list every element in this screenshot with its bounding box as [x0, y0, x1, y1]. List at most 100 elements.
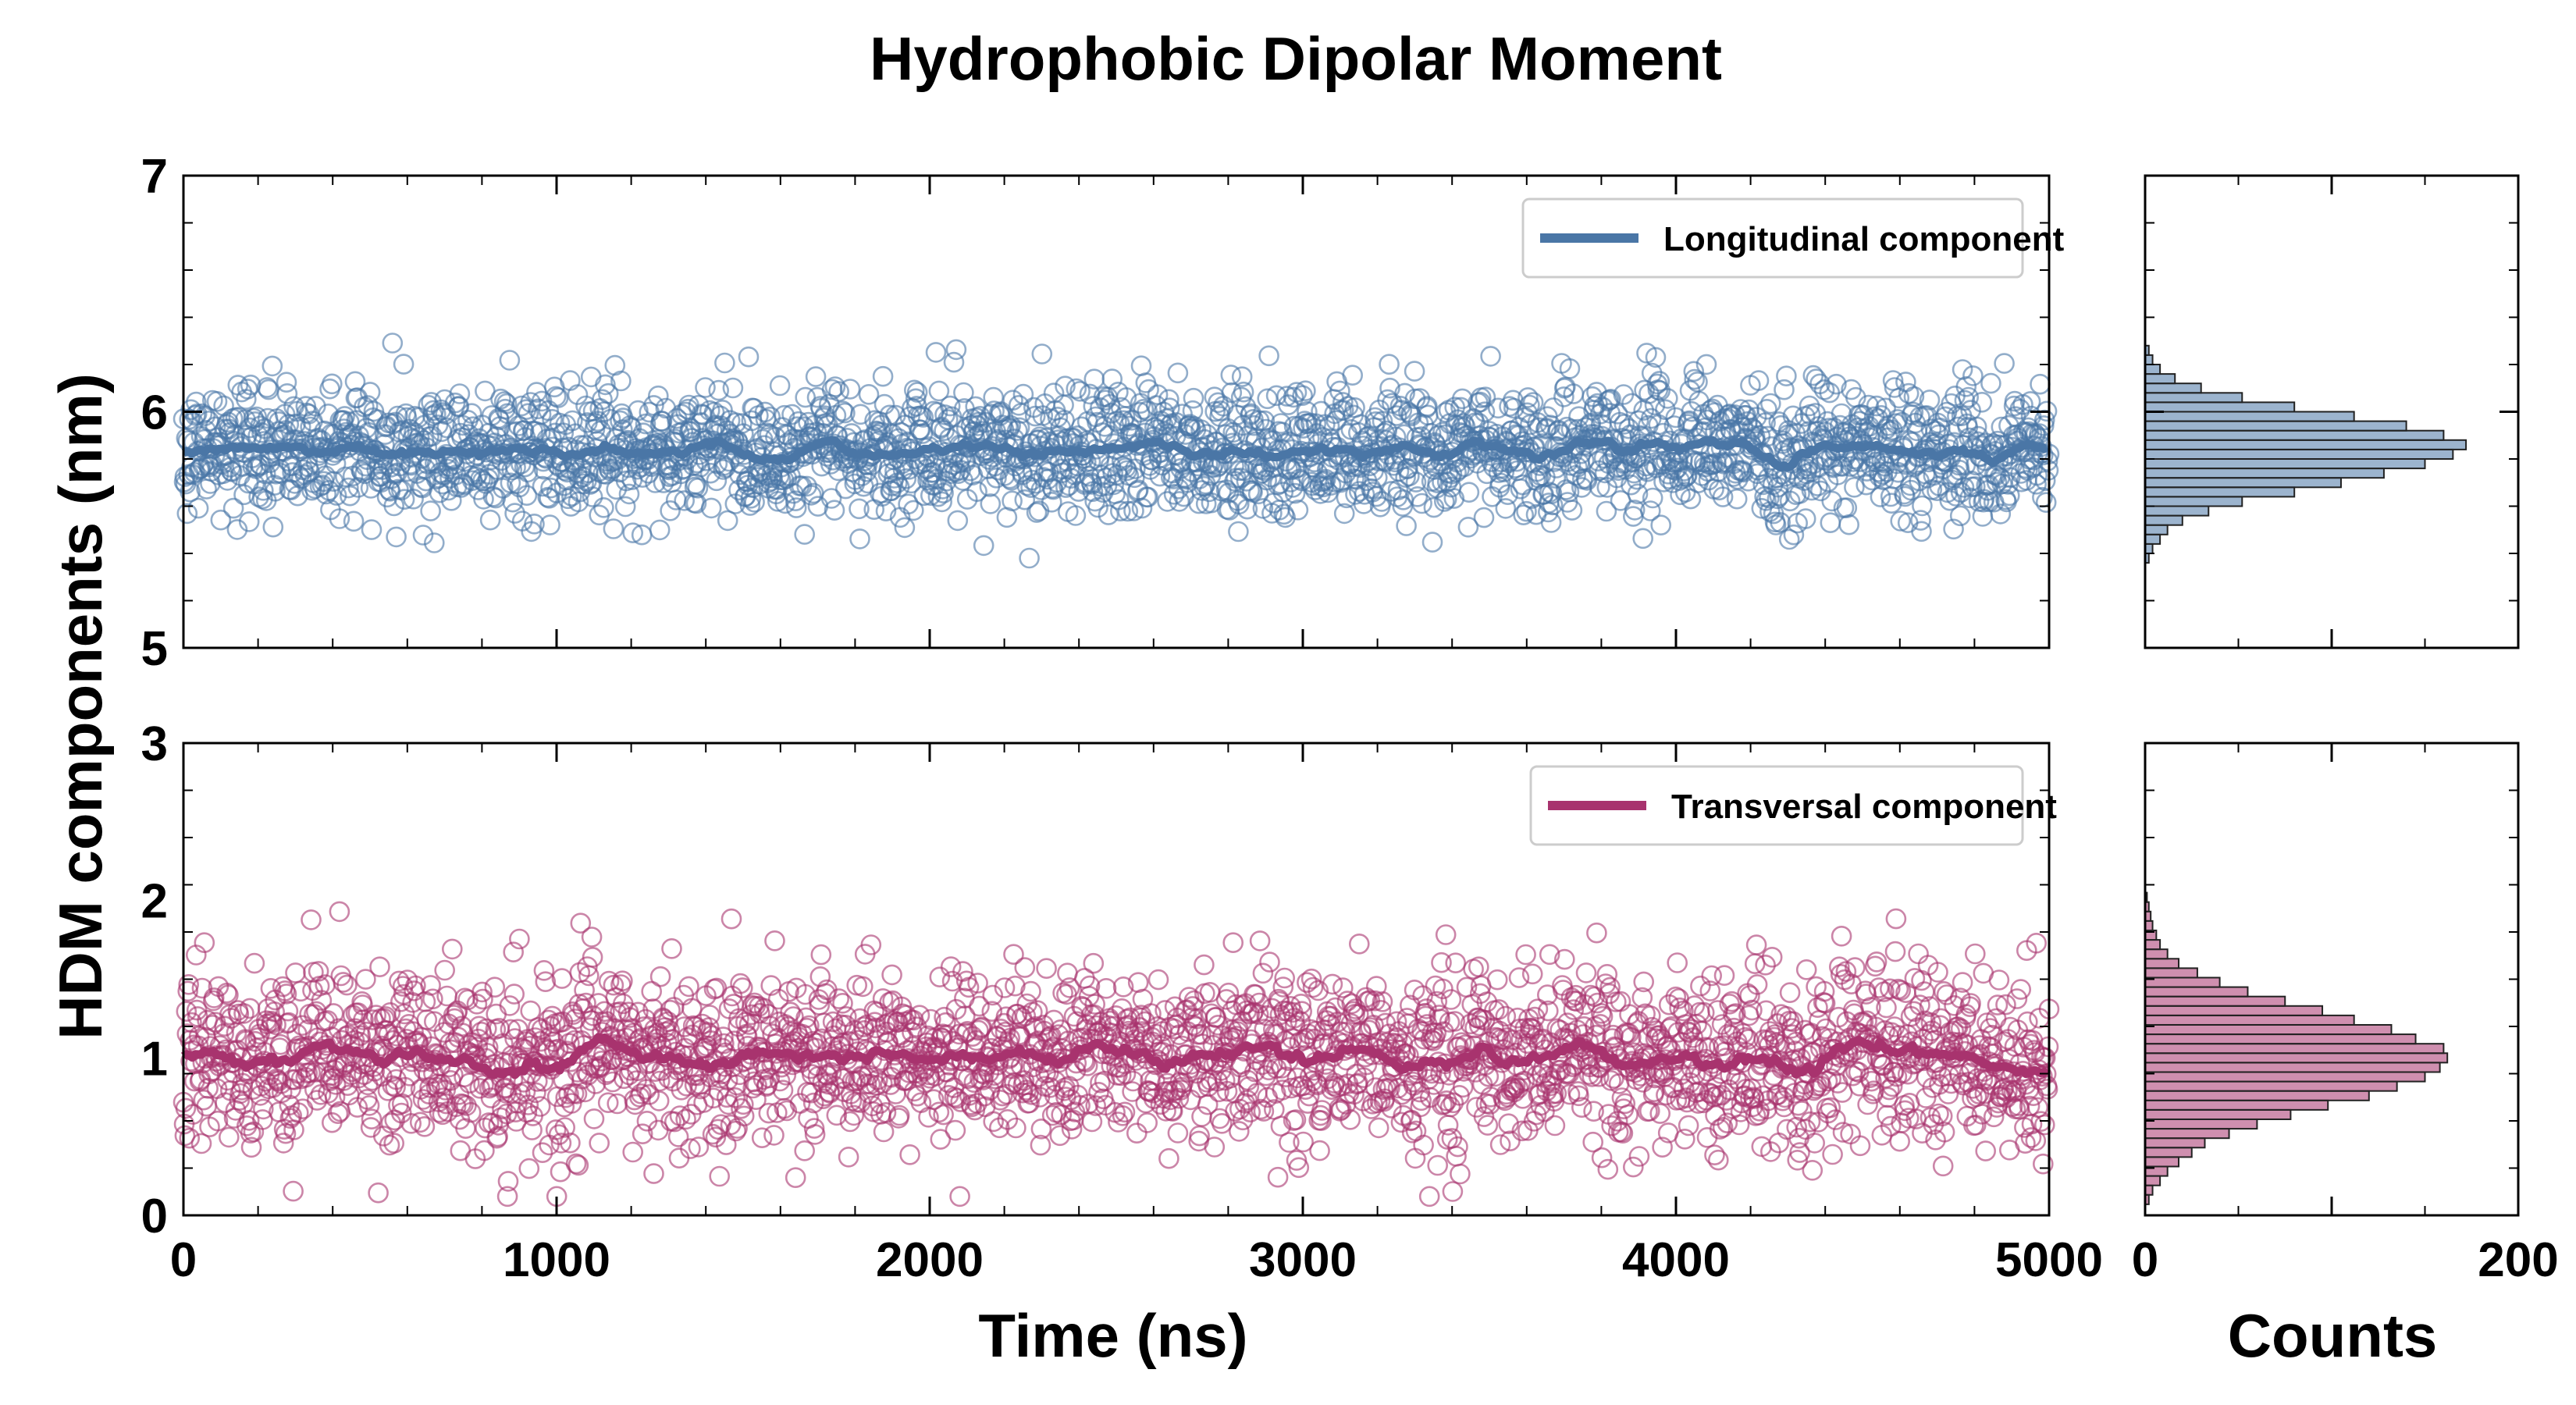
scatter-point	[769, 375, 791, 397]
scatter-point	[1137, 1112, 1158, 1133]
scatter-point	[179, 1127, 200, 1149]
scatter-point	[499, 995, 521, 1016]
scatter-point	[795, 984, 816, 1005]
scatter-point	[701, 1025, 723, 1047]
scatter-point	[1621, 393, 1642, 414]
scatter-point	[1012, 383, 1034, 405]
scatter-point	[1216, 1080, 1238, 1102]
scatter-point	[1489, 1134, 1511, 1155]
scatter-point	[272, 1133, 294, 1154]
scatter-point	[383, 1133, 405, 1154]
y-tick-label: 7	[141, 150, 168, 204]
scatter-point	[1936, 984, 1958, 1005]
scatter-point	[1168, 1087, 1190, 1109]
scatter-point	[1612, 1122, 1634, 1144]
scatter-point	[1112, 1105, 1133, 1126]
scatter-point	[1212, 1113, 1233, 1134]
scatter-point	[1966, 1115, 1987, 1136]
scatter-point	[1617, 1104, 1638, 1126]
scatter-point	[1842, 1065, 1863, 1087]
scatter-point	[1258, 345, 1279, 367]
scatter-point	[1857, 1094, 1878, 1115]
scatter-point	[1770, 511, 1791, 533]
scatter-point	[1756, 398, 1777, 420]
scatter-point	[1898, 1108, 1920, 1129]
scatter-point	[2030, 373, 2051, 395]
scatter-point	[1890, 510, 1911, 532]
scatter-point	[291, 1015, 313, 1036]
scatter-point	[1088, 1082, 1109, 1103]
scatter-point	[1272, 976, 1294, 998]
scatter-point	[708, 379, 730, 401]
scatter-point	[1749, 425, 1771, 446]
scatter-point	[436, 417, 457, 439]
scatter-point	[781, 404, 802, 425]
scatter-point	[1255, 418, 1277, 440]
scatter-point	[233, 1003, 254, 1024]
scatter-point	[717, 510, 738, 532]
y-tick-label: 5	[141, 622, 168, 676]
scatter-point	[1248, 992, 1270, 1014]
scatter-point	[497, 457, 519, 478]
scatter-point	[1076, 1055, 1098, 1076]
scatter-point	[1507, 1007, 1528, 1029]
scatter-point	[574, 980, 595, 1001]
scatter-point	[958, 976, 980, 998]
scatter-point	[1497, 484, 1518, 506]
scatter-point	[1332, 977, 1354, 998]
scatter-point	[1559, 357, 1581, 379]
scatter-point	[1640, 1005, 1661, 1026]
scatter-point	[1690, 975, 1711, 997]
scatter-point	[799, 1015, 820, 1037]
scatter-point	[929, 966, 951, 987]
scatter-point	[1952, 359, 1973, 380]
scatter-point	[1309, 1140, 1330, 1161]
scatter-point	[1971, 391, 1993, 413]
scatter-point	[391, 1093, 413, 1115]
scatter-point	[1276, 386, 1297, 407]
scatter-point	[511, 395, 532, 417]
scatter-point	[1686, 1014, 1707, 1035]
scatter-point	[695, 377, 716, 398]
scatter-point	[1858, 394, 1879, 416]
scatter-point	[1098, 504, 1119, 525]
scatter-point	[1627, 483, 1649, 505]
scatter-point	[216, 982, 237, 1004]
scatter-point	[1122, 1081, 1143, 1102]
legend: Longitudinal component	[1521, 197, 2065, 279]
scatter-point	[1419, 1087, 1441, 1108]
scatter-point	[329, 901, 350, 923]
scatter-point	[959, 1085, 980, 1106]
scatter-point	[539, 514, 560, 535]
scatter-point	[1537, 984, 1558, 1005]
scatter-point	[1005, 975, 1026, 997]
scatter-point	[387, 405, 408, 427]
scatter-point	[176, 503, 198, 525]
scatter-point	[525, 1082, 546, 1104]
scatter-point	[618, 483, 640, 505]
scatter-point	[540, 1016, 561, 1037]
scatter-point	[1589, 1057, 1610, 1079]
scatter-point	[794, 1140, 815, 1161]
scatter-point	[1708, 1149, 1729, 1171]
scatter-point	[1427, 1154, 1448, 1176]
scatter-point	[1919, 996, 1941, 1017]
scatter-point	[1208, 1081, 1229, 1103]
scatter-point	[1069, 380, 1091, 402]
scatter-point	[1178, 987, 1200, 1008]
scatter-point	[749, 1002, 770, 1024]
scatter-point	[1372, 991, 1393, 1012]
scatter-point	[852, 976, 873, 998]
scatter-point	[1990, 503, 2012, 525]
scatter-point	[649, 966, 671, 987]
scatter-point	[492, 1098, 513, 1119]
scatter-point	[1302, 976, 1324, 998]
scatter-point	[1517, 387, 1539, 408]
scatter-point	[1404, 361, 1425, 382]
scatter-point	[1698, 1037, 1720, 1058]
scatter-point	[239, 417, 261, 439]
running-average-line	[181, 436, 2050, 472]
scatter-point	[1592, 1005, 1614, 1027]
scatter-point	[1240, 1101, 1261, 1122]
scatter-point	[327, 1103, 349, 1124]
